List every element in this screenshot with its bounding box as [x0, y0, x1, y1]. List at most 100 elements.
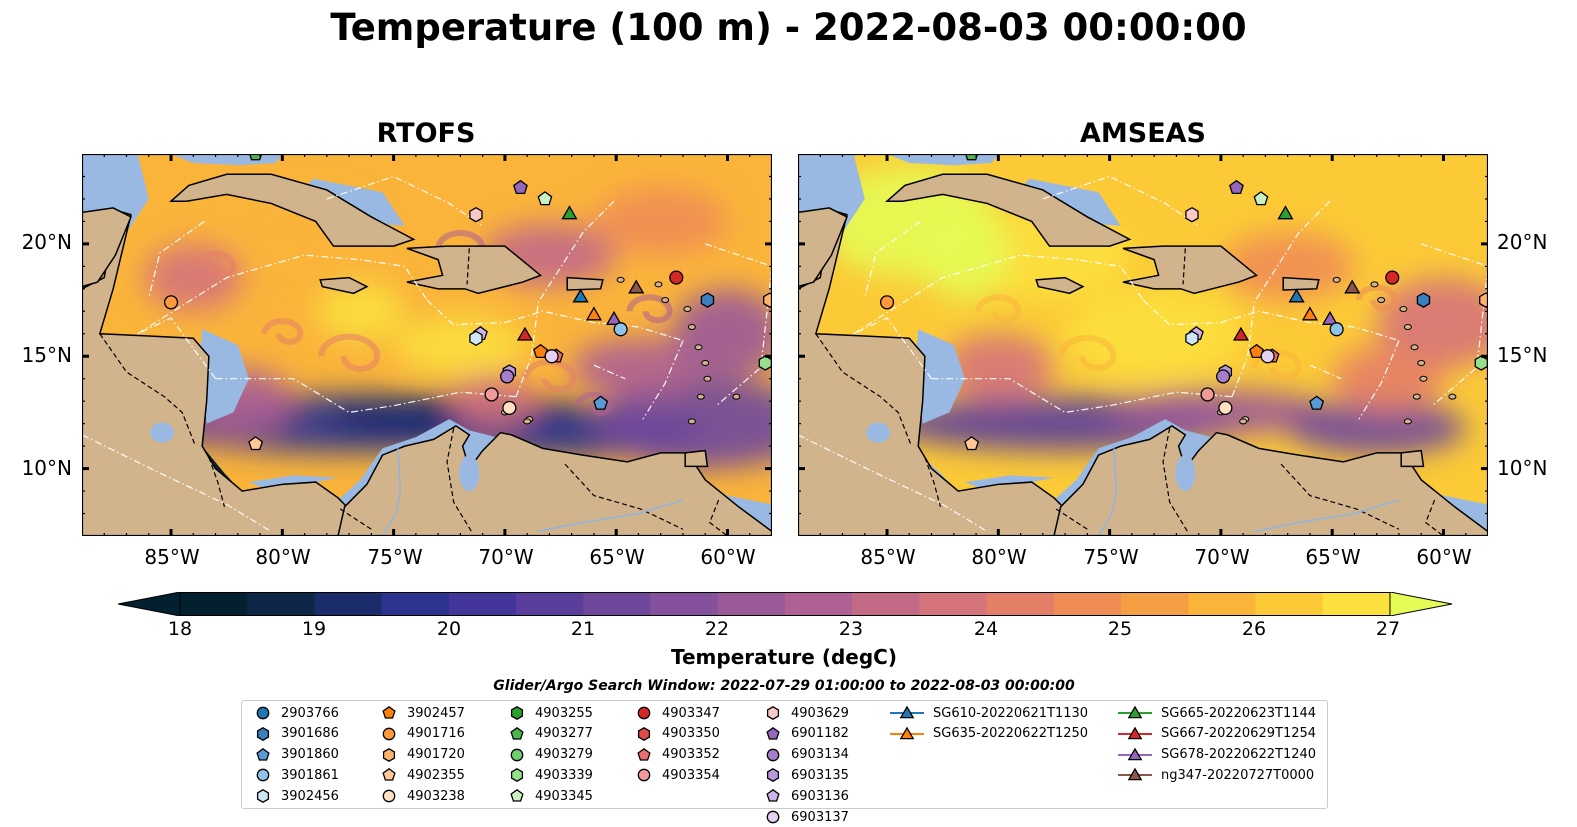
legend-label: 6903136: [791, 788, 849, 804]
legend-label: ng347-20220727T0000: [1161, 767, 1315, 783]
legend-marker-2903766: [256, 706, 270, 720]
legend-swatch-4901716: [382, 727, 396, 741]
legend-item-4903350: 4903350: [635, 724, 720, 744]
legend-item-4901716: 4901716: [380, 724, 465, 744]
legend-label: SG678-20220622T1240: [1161, 747, 1317, 763]
legend-item-SG665-20220623T1144: SG665-20220623T1144: [1118, 703, 1316, 723]
legend-label: 4903277: [535, 726, 593, 742]
marker-4903238: [502, 400, 517, 416]
legend-swatch-3901686: [256, 726, 270, 741]
marker-ng347-20220727T0000: [1344, 279, 1361, 294]
panel-title-rtofs: RTOFS: [376, 118, 476, 149]
legend-item-3901686: 3901686: [254, 724, 339, 744]
lat-label-left-15: 15°N: [21, 343, 72, 367]
marker-SG678-20220622T1240: [605, 310, 623, 325]
land-trinidad: [684, 449, 709, 468]
legend-marker-3901860: [256, 747, 270, 761]
legend-label: 4903339: [535, 767, 593, 783]
search-window-caption: Glider/Argo Search Window: 2022-07-29 01…: [493, 678, 1075, 694]
legend-label: SG667-20220629T1254: [1161, 726, 1317, 742]
marker-3901860: [1309, 395, 1325, 410]
lon-label-rtofs-85w: 85°W: [144, 545, 200, 569]
legend-swatch-SG667-20220629T1254: [1118, 726, 1152, 740]
land-hispaniola: [1122, 245, 1258, 295]
legend-swatch-3902456: [256, 789, 270, 804]
marker-4903354: [484, 387, 499, 402]
lon-label-amseas-60w: 60°W: [1416, 545, 1472, 569]
legend-item-3902456: 3902456: [254, 786, 339, 806]
legend-marker-4901720: [382, 747, 396, 762]
lat-label-right-20: 20°N: [1497, 230, 1548, 254]
marker-3901860: [593, 395, 609, 410]
lon-label-amseas-70w: 70°W: [1194, 545, 1250, 569]
marker-4903345: [1253, 191, 1269, 206]
legend-label: SG635-20220622T1250: [933, 726, 1089, 742]
marker-6901182: [513, 179, 528, 195]
legend-item-4903352: 4903352: [635, 745, 720, 765]
marker-SG610-20220621T1130: [572, 288, 589, 303]
legend-marker-4903345: [510, 789, 524, 802]
legend-item-SG667-20220629T1254: SG667-20220629T1254: [1118, 724, 1316, 744]
lon-label-rtofs-65w: 65°W: [589, 545, 645, 569]
legend-item-4901720: 4901720: [380, 745, 465, 765]
legend-marker-6903134: [766, 748, 780, 761]
marker-3902457: [1249, 343, 1264, 359]
marker-4901716: [163, 295, 179, 310]
figure-title: Temperature (100 m) - 2022-08-03 00:00:0…: [330, 6, 1247, 49]
legend-item-4903345: 4903345: [508, 786, 593, 806]
land-jamaica: [1035, 276, 1085, 295]
land-south: [337, 425, 772, 536]
colorbar: [118, 592, 1453, 616]
lon-label-rtofs-60w: 60°W: [700, 545, 756, 569]
colorbar-tick-27: 27: [1375, 618, 1401, 640]
legend-swatch-4903354: [637, 769, 651, 782]
map-panel-rtofs: [82, 154, 772, 536]
colorbar-tick-24: 24: [973, 618, 999, 640]
legend-swatch-4903352: [637, 747, 651, 761]
legend-marker-SG665-20220623T1144: [1127, 705, 1143, 719]
legend-marker-6903137: [766, 810, 780, 824]
legend-swatch-6903136: [766, 789, 780, 802]
legend-marker-SG610-20220621T1130: [899, 705, 915, 719]
marker-4903347: [1385, 270, 1400, 285]
legend-label: 4901716: [407, 726, 465, 742]
legend-swatch-4902355: [382, 768, 396, 782]
marker-3901686: [700, 292, 715, 308]
lat-label-right-15: 15°N: [1497, 343, 1548, 367]
legend-swatch-4903255: [510, 706, 524, 720]
legend-swatch-4901720: [382, 747, 396, 762]
legend-marker-3902457: [382, 705, 396, 719]
colorbar-tick-18: 18: [167, 618, 193, 640]
legend-marker-6903135: [766, 768, 780, 783]
panel-title-amseas: AMSEAS: [1080, 118, 1206, 149]
legend-label: 3901860: [281, 747, 339, 763]
legend-item-3901860: 3901860: [254, 745, 339, 765]
legend-item-4902355: 4902355: [380, 765, 465, 785]
legend-marker-4903354: [637, 769, 651, 782]
colorbar-extend-low: [118, 592, 181, 616]
legend-marker-4903277: [510, 726, 524, 740]
legend-item-4903347: 4903347: [635, 703, 720, 723]
legend-marker-4903339: [510, 768, 524, 783]
colorbar-extend-high: [1389, 592, 1453, 616]
marker-4903339: [1474, 355, 1488, 371]
marker-3901861: [613, 322, 628, 337]
marker-SG610-20220621T1130: [1288, 288, 1305, 303]
land-cuba: [885, 173, 1132, 247]
land-yucatan: [798, 207, 848, 288]
colorbar-tick-26: 26: [1241, 618, 1267, 640]
legend-marker-3901861: [256, 769, 270, 782]
colorbar-tick-25: 25: [1107, 618, 1133, 640]
colorbar-tick-19: 19: [301, 618, 327, 640]
legend-label: SG610-20220621T1130: [933, 705, 1089, 721]
legend-swatch-3901861: [256, 769, 270, 782]
marker-4903277: [965, 154, 979, 161]
legend-marker-6903136: [766, 789, 780, 802]
marker-4903339: [758, 355, 772, 371]
legend-swatch-4903350: [637, 726, 651, 741]
legend-item-SG635-20220622T1250: SG635-20220622T1250: [890, 724, 1088, 744]
marker-6903134: [500, 369, 515, 384]
marker-ng347-20220727T0000: [628, 279, 645, 294]
legend-marker-SG635-20220622T1250: [899, 726, 915, 740]
marker-4903345: [537, 191, 553, 206]
